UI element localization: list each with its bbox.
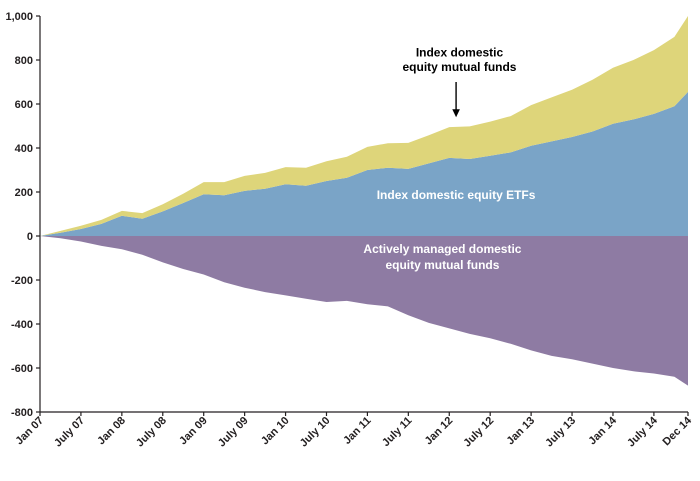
index-mutual-funds-label-line1: Index domestic [416, 46, 504, 60]
area-actively-managed-mutual-funds [40, 236, 688, 386]
annotation-arrowhead-icon [452, 109, 460, 118]
x-axis-tick-label: Jan 12 [423, 415, 456, 448]
area-index-etfs [40, 91, 688, 237]
y-axis-tick-label: -600 [11, 363, 33, 375]
x-axis-tick-label: July 12 [461, 415, 496, 450]
x-axis-tick-label: Jan 10 [259, 415, 292, 448]
x-axis-tick-label: Jan 08 [95, 415, 128, 448]
x-axis-tick-label: July 10 [298, 415, 333, 450]
active-funds-label-line1: Actively managed domestic [363, 242, 521, 256]
y-axis-tick-label: 600 [15, 99, 33, 111]
x-axis-tick-label: Dec 14 [661, 414, 695, 448]
x-axis-tick-label: Jan 13 [505, 415, 538, 448]
index-etfs-label: Index domestic equity ETFs [377, 188, 536, 202]
active-funds-label-line2: equity mutual funds [385, 258, 499, 272]
area-index-mutual-funds [40, 16, 688, 236]
y-axis-tick-label: 0 [27, 231, 33, 243]
y-axis-tick-label: -400 [11, 319, 33, 331]
index-mutual-funds-label-line2: equity mutual funds [402, 60, 516, 74]
x-axis-tick-label: Jan 09 [177, 415, 210, 448]
y-axis-tick-label: 800 [15, 55, 33, 67]
x-axis-tick-label: Jan 11 [341, 415, 373, 447]
y-axis-tick-label: 200 [15, 187, 33, 199]
y-axis-tick-label: 1,000 [5, 11, 33, 23]
x-axis-tick-label: July 07 [52, 415, 87, 450]
y-axis-tick-label: 400 [15, 143, 33, 155]
x-axis-tick-label: July 08 [134, 415, 169, 450]
y-axis-tick-label: -800 [11, 407, 33, 419]
x-axis-tick-label: July 13 [543, 415, 578, 450]
x-axis-tick-label: July 11 [380, 415, 414, 449]
x-axis-tick-label: Jan 14 [586, 414, 619, 447]
x-axis-tick-label: July 09 [216, 415, 251, 450]
y-axis-tick-label: -200 [11, 275, 33, 287]
x-axis-tick-label: Jan 07 [13, 415, 46, 448]
x-axis-tick-label: July 14 [625, 414, 660, 449]
